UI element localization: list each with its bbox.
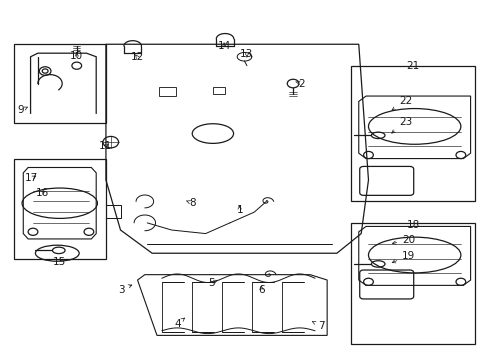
- Text: 10: 10: [70, 51, 83, 61]
- Text: 18: 18: [406, 220, 419, 230]
- Text: 7: 7: [312, 321, 324, 331]
- Text: 14: 14: [217, 41, 230, 51]
- Bar: [212, 87, 224, 94]
- Text: 16: 16: [36, 188, 49, 198]
- Text: 12: 12: [131, 53, 144, 63]
- Bar: [14, 44, 106, 123]
- Text: 21: 21: [406, 61, 419, 71]
- Text: 2: 2: [295, 78, 305, 89]
- Text: 17: 17: [25, 173, 38, 183]
- Text: 8: 8: [186, 198, 195, 208]
- Text: 11: 11: [99, 141, 112, 151]
- Bar: [14, 158, 106, 258]
- Bar: [351, 66, 474, 202]
- Text: 1: 1: [236, 205, 243, 215]
- Bar: [351, 223, 474, 344]
- Text: 5: 5: [208, 278, 217, 288]
- Text: 15: 15: [53, 257, 66, 267]
- Text: 20: 20: [391, 235, 415, 245]
- Bar: [159, 87, 176, 96]
- Text: 3: 3: [118, 285, 132, 295]
- Text: 19: 19: [391, 251, 415, 263]
- Text: 13: 13: [240, 49, 253, 59]
- Text: 4: 4: [174, 318, 184, 329]
- Text: 23: 23: [391, 117, 412, 133]
- Text: 22: 22: [391, 96, 412, 110]
- Text: 9: 9: [18, 105, 27, 115]
- Text: 6: 6: [258, 285, 264, 295]
